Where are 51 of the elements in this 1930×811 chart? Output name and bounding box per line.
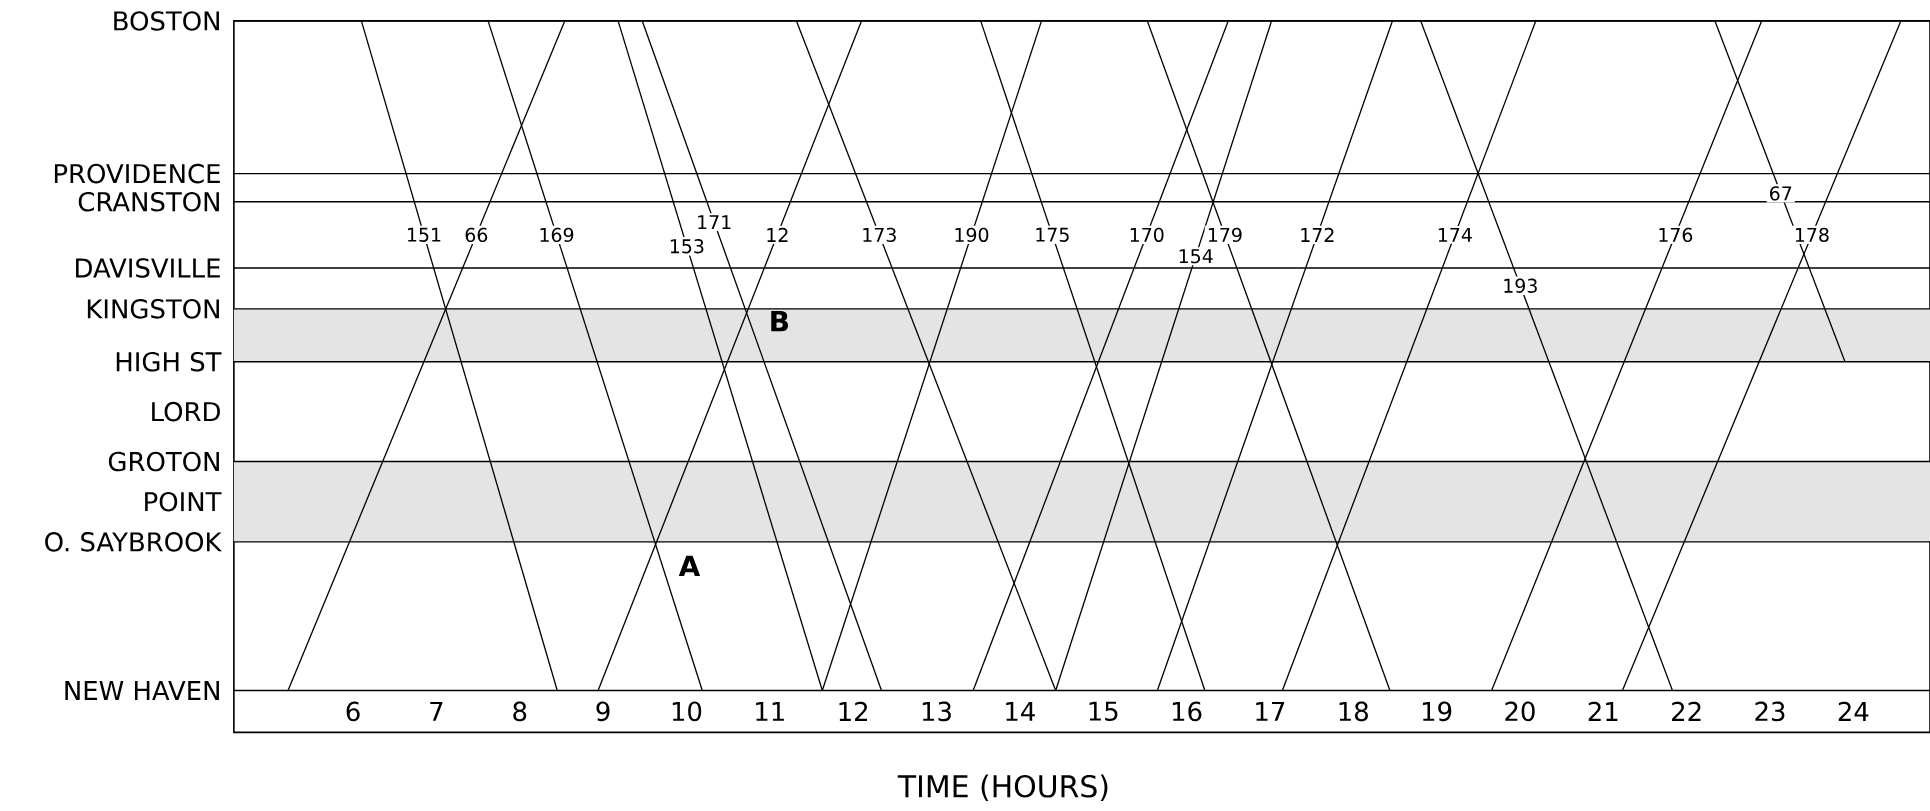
series-label: 67: [1770, 186, 1792, 201]
ref-line-label: CRANSTON: [78, 191, 219, 212]
series-label: 179: [1208, 227, 1242, 242]
annotation: A: [678, 555, 701, 576]
ref-line-label: HIGH ST: [116, 351, 222, 372]
series-label: 175: [1036, 227, 1069, 242]
series-label: 170: [1130, 227, 1164, 242]
x-tick-label: 6: [346, 701, 360, 722]
ref-line-label: O. SAYBROOK: [45, 532, 223, 552]
x-tick-label: 22: [1672, 701, 1701, 721]
series-label: 153: [670, 239, 704, 254]
annotation: B: [771, 310, 789, 332]
ref-line-label: PROVIDENCE: [54, 163, 220, 184]
x-tick-label: 10: [672, 701, 702, 722]
x-tick-label: 23: [1755, 701, 1785, 722]
x-tick-label: 19: [1422, 701, 1452, 722]
series-label: 169: [540, 227, 574, 242]
series-label: 66: [465, 227, 488, 242]
x-tick-label: 16: [1172, 701, 1202, 722]
ref-line-label: DAVISVILLE: [76, 258, 220, 278]
x-tick-label: 13: [922, 701, 951, 722]
series-label: 174: [1438, 227, 1472, 242]
text: POINT: [145, 491, 222, 512]
x-tick-label: 11: [756, 701, 784, 721]
text: LORD: [152, 401, 220, 422]
series-label: 154: [1179, 249, 1213, 264]
series-label: 172: [1301, 227, 1334, 242]
x-tick-label: 20: [1505, 701, 1535, 722]
ref-line-label: BOSTON: [114, 11, 219, 31]
ref-line-label: NEW HAVEN: [65, 681, 219, 700]
x-tick-label: 8: [513, 701, 527, 722]
series-label: 190: [955, 227, 989, 242]
x-tick-label: 15: [1089, 701, 1118, 721]
series-label: 173: [863, 227, 896, 242]
series-label: 193: [1504, 278, 1537, 293]
x-tick-label: 18: [1339, 701, 1368, 722]
series-label: 171: [698, 215, 731, 229]
x-tick-label: 14: [1006, 701, 1035, 721]
ref-line-label: KINGSTON: [87, 298, 219, 319]
x-tick-label: 9: [596, 701, 610, 722]
x-tick-label: 12: [839, 701, 868, 721]
x-tick-label: 24: [1838, 701, 1869, 721]
x-tick-label: 21: [1588, 701, 1618, 721]
x-tick-label: 17: [1256, 701, 1285, 721]
x-tick-label: 7: [430, 701, 443, 721]
series-label: 12: [767, 227, 788, 242]
series-label: 178: [1795, 227, 1829, 242]
ref-line-label: GROTON: [108, 451, 219, 472]
series-label: 151: [407, 227, 441, 242]
series-label: 176: [1659, 227, 1693, 242]
x-axis-title: TIME (HOURS): [897, 774, 1108, 802]
